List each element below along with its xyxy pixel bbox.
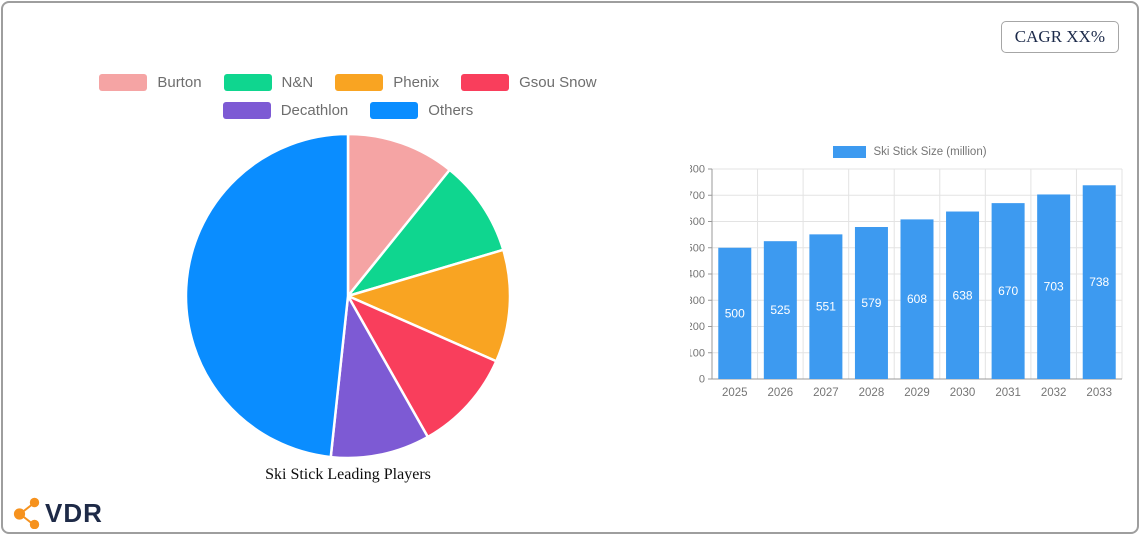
legend-swatch-others — [370, 102, 419, 119]
bar-value-label: 579 — [861, 296, 881, 310]
x-tick-label: 2031 — [995, 387, 1021, 399]
bar-chart-plot: 0 100 200 300 400 500 600 700 800 500 2025 525 2026 5… — [690, 164, 1123, 399]
bar-chart: Ski Stick Size (million) 0 100 200 300 400 50… — [690, 144, 1130, 408]
pie-legend: Burton N&N Phenix Gsou Snow Decathlon Others — [58, 74, 638, 119]
brand-logo: VDR — [13, 497, 103, 529]
pie-legend-row: Decathlon Others — [58, 102, 638, 119]
bar-2032 — [1037, 194, 1071, 379]
legend-item-decathlon: Decathlon — [222, 102, 349, 119]
bar-value-label: 608 — [907, 292, 927, 306]
x-tick-label: 2025 — [722, 387, 748, 399]
pie-slice-n-n — [346, 168, 505, 298]
x-tick-label: 2026 — [768, 387, 794, 399]
cagr-badge[interactable]: CAGR XX% — [1000, 21, 1119, 53]
bar-legend-label: Ski Stick Size (million) — [873, 146, 987, 158]
pie-slice-burton — [346, 132, 451, 298]
y-tick-label: 100 — [690, 347, 705, 359]
legend-swatch-burton — [99, 74, 148, 91]
bar-2030 — [946, 211, 980, 379]
bar-2031 — [991, 203, 1025, 379]
y-tick-label: 500 — [690, 242, 705, 254]
bar-legend-swatch — [833, 146, 867, 158]
legend-item-burton: Burton — [99, 74, 202, 91]
x-tick-label: 2029 — [904, 387, 930, 399]
legend-swatch-gsou-snow — [461, 74, 510, 91]
x-tick-label: 2033 — [1086, 387, 1112, 399]
x-tick-label: 2028 — [859, 387, 885, 399]
legend-swatch-decathlon — [222, 102, 271, 119]
bar-value-label: 638 — [953, 288, 973, 302]
legend-item-gsou-snow: Gsou Snow — [461, 74, 597, 91]
legend-label: Burton — [157, 74, 202, 91]
pie-slice-others — [184, 132, 350, 459]
y-tick-label: 200 — [690, 321, 705, 333]
legend-item-n-n: N&N — [223, 74, 314, 91]
bar-value-label: 525 — [770, 303, 790, 317]
bar-2028 — [854, 227, 888, 379]
pie-slice-decathlon — [329, 294, 430, 460]
brand-text: VDR — [45, 497, 103, 528]
y-tick-label: 400 — [690, 269, 705, 281]
x-tick-label: 2030 — [950, 387, 976, 399]
bar-value-label: 500 — [725, 306, 745, 320]
legend-label: Gsou Snow — [519, 74, 597, 91]
bar-value-label: 670 — [998, 284, 1018, 298]
y-tick-label: 700 — [690, 190, 705, 202]
legend-swatch-phenix — [335, 74, 384, 91]
y-tick-label: 600 — [690, 216, 705, 228]
pie-slice-phenix — [346, 248, 512, 363]
pie-chart — [184, 132, 512, 460]
bar-2033 — [1082, 185, 1116, 379]
y-tick-label: 300 — [690, 295, 705, 307]
bar-chart-legend: Ski Stick Size (million) — [690, 144, 1130, 160]
pie-legend-row: Burton N&N Phenix Gsou Snow — [58, 74, 638, 91]
x-tick-label: 2032 — [1041, 387, 1067, 399]
pie-slice-gsou-snow — [346, 294, 498, 439]
legend-item-others: Others — [370, 102, 473, 119]
bar-value-label: 738 — [1089, 275, 1109, 289]
bar-2026 — [763, 241, 797, 379]
legend-label: N&N — [281, 74, 314, 91]
bar-2025 — [718, 247, 752, 379]
bar-2029 — [900, 219, 934, 379]
legend-label: Decathlon — [280, 102, 349, 119]
y-tick-label: 800 — [690, 164, 705, 176]
x-tick-label: 2027 — [813, 387, 839, 399]
pie-chart-title: Ski Stick Leading Players — [265, 466, 431, 483]
bar-2027 — [809, 234, 843, 379]
bar-value-label: 703 — [1044, 280, 1064, 294]
legend-label: Others — [428, 102, 474, 119]
bar-value-label: 551 — [816, 300, 836, 314]
legend-item-phenix: Phenix — [335, 74, 439, 91]
legend-swatch-n-n — [223, 74, 272, 91]
y-tick-label: 0 — [699, 374, 705, 386]
legend-label: Phenix — [393, 74, 440, 91]
share-nodes-icon — [13, 497, 40, 529]
